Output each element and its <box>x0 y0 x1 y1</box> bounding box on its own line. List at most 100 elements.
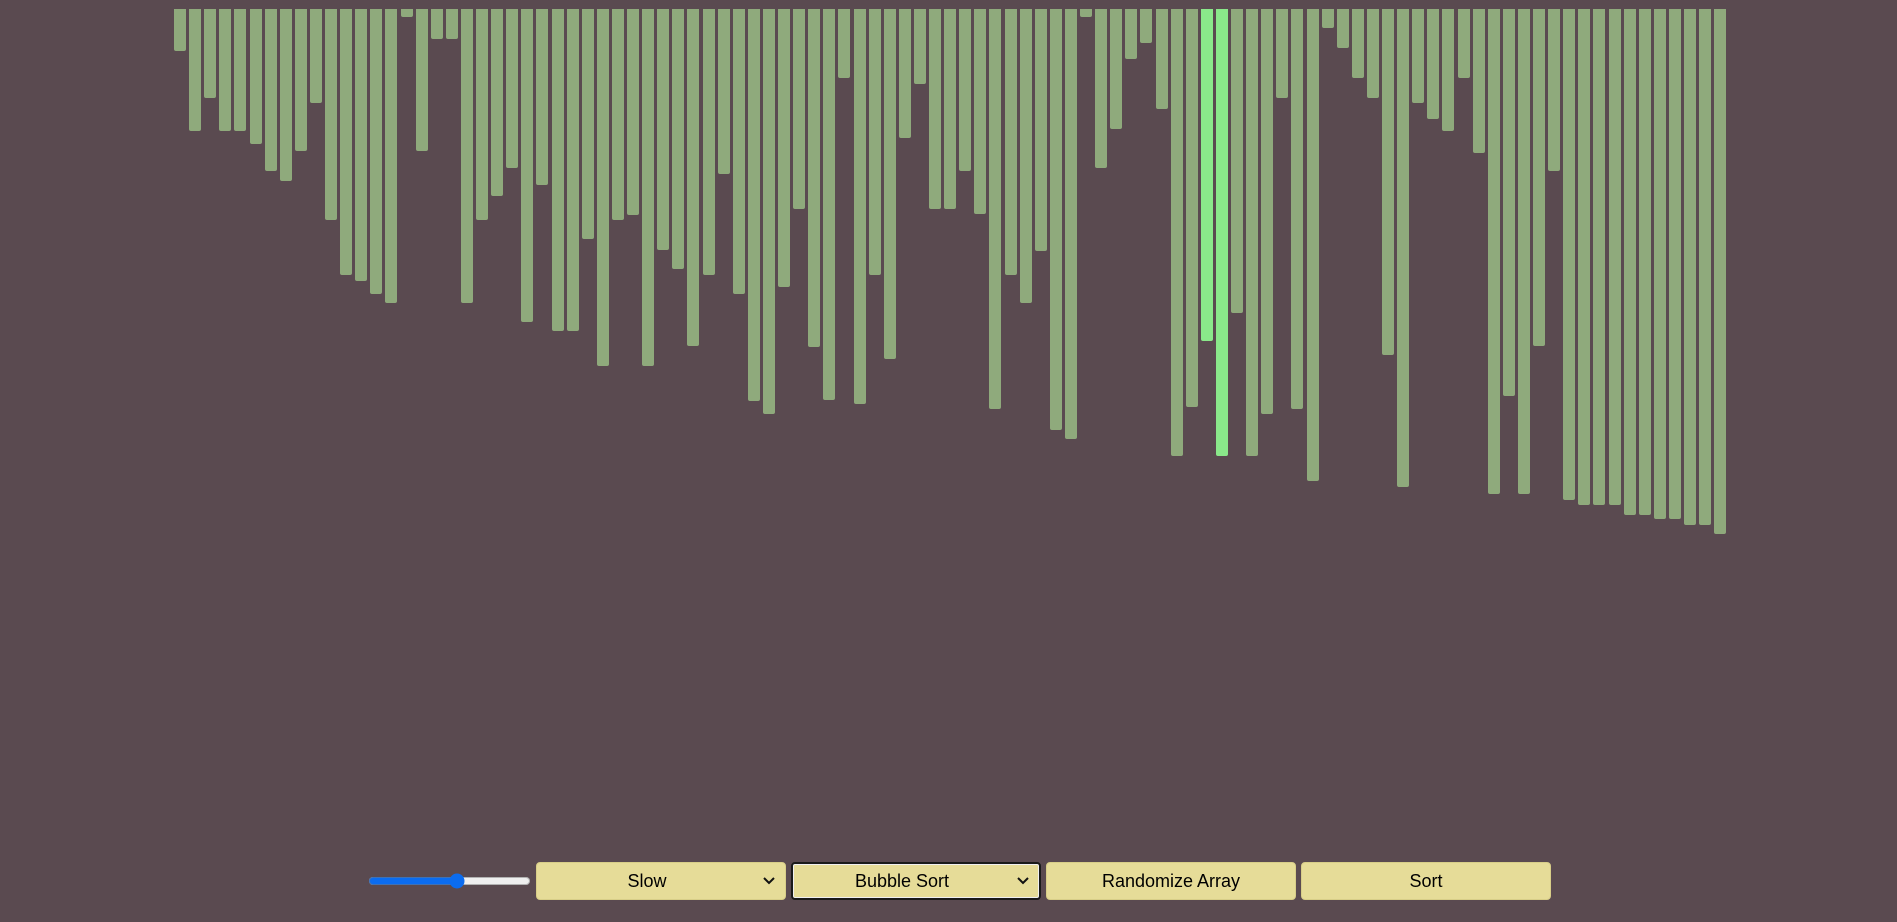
array-bar <box>1563 9 1576 500</box>
array-bar <box>1049 9 1062 430</box>
speed-select-value: Slow <box>627 870 667 891</box>
array-bar <box>355 9 368 282</box>
array-bar <box>1382 9 1394 355</box>
array-bar <box>732 9 745 295</box>
array-bar <box>1366 9 1379 99</box>
array-bar <box>340 9 353 276</box>
chevron-down-icon <box>757 869 781 893</box>
array-bar <box>929 9 941 210</box>
array-bar <box>279 9 292 181</box>
array-bar <box>611 9 624 220</box>
array-bar <box>1140 9 1153 43</box>
array-bar <box>657 9 670 250</box>
array-bar <box>264 9 277 172</box>
array-bar <box>1638 9 1651 515</box>
array-bar <box>1215 9 1228 457</box>
array-bar <box>1653 9 1666 519</box>
array-bar <box>309 9 322 104</box>
array-bar <box>581 9 594 240</box>
array-bar <box>1064 9 1077 440</box>
array-bar <box>747 9 760 402</box>
array-bar <box>596 9 609 367</box>
array-bar <box>717 9 730 175</box>
array-bar <box>1472 9 1485 154</box>
array-bar <box>687 9 700 347</box>
array-bar <box>1502 9 1515 396</box>
array-bar <box>249 9 262 144</box>
array-bar <box>1533 9 1545 347</box>
randomize-array-label: Randomize Array <box>1101 870 1241 891</box>
array-bar <box>219 9 232 131</box>
array-bar <box>672 9 685 269</box>
array-bar <box>400 9 413 18</box>
array-bar <box>1261 9 1274 414</box>
array-bar <box>551 9 564 332</box>
array-bar <box>974 9 987 214</box>
array-bar <box>853 9 866 405</box>
array-bar <box>1125 9 1138 59</box>
array-bar <box>1185 9 1198 407</box>
array-bar <box>1306 9 1319 481</box>
array-bar <box>823 9 836 401</box>
speed-select[interactable]: Slow <box>536 862 786 900</box>
array-bar <box>778 9 790 287</box>
chevron-down-icon <box>1011 869 1035 893</box>
array-bar <box>1517 9 1530 495</box>
array-bar <box>762 9 775 414</box>
array-bar <box>445 9 458 39</box>
array-bar <box>808 9 821 348</box>
array-bar <box>415 9 428 152</box>
array-bar <box>1548 9 1561 172</box>
array-bar <box>1004 9 1017 276</box>
array-bar <box>1231 9 1243 314</box>
array-bar <box>460 9 473 303</box>
array-bar <box>642 9 655 367</box>
array-bar <box>868 9 881 276</box>
array-bar <box>1080 9 1092 18</box>
array-bar <box>385 9 398 303</box>
randomize-array-button[interactable]: Randomize Array <box>1046 862 1296 900</box>
array-bar <box>566 9 579 332</box>
array-bar <box>1427 9 1440 120</box>
array-bar <box>1699 9 1712 526</box>
array-bar <box>370 9 383 295</box>
array-bar <box>234 9 247 131</box>
array-bar <box>1095 9 1108 168</box>
algorithm-select[interactable]: Bubble Sort <box>791 862 1041 900</box>
array-bar <box>883 9 896 359</box>
array-bar <box>959 9 972 172</box>
array-bar <box>204 9 217 99</box>
array-bar <box>476 9 488 220</box>
array-bar <box>944 9 957 210</box>
array-bar <box>430 9 443 39</box>
array-bar <box>627 9 639 215</box>
algorithm-select-value: Bubble Sort <box>854 870 950 891</box>
array-bar <box>1684 9 1696 526</box>
array-bar <box>536 9 549 185</box>
array-bar <box>491 9 504 196</box>
array-bar <box>1578 9 1591 506</box>
array-bar <box>1276 9 1289 99</box>
array-bar <box>1336 9 1349 49</box>
array-bar <box>1170 9 1183 457</box>
array-bar <box>1623 9 1636 515</box>
speed-slider[interactable] <box>368 867 531 895</box>
array-bar <box>189 9 202 131</box>
array-bar <box>1291 9 1304 409</box>
sort-button[interactable]: Sort <box>1301 862 1551 900</box>
array-bar <box>1442 9 1455 131</box>
array-bar <box>702 9 715 276</box>
sort-label: Sort <box>1409 870 1443 891</box>
array-bar <box>1034 9 1047 251</box>
array-bar <box>521 9 534 322</box>
array-bar <box>1110 9 1123 129</box>
array-bar <box>1487 9 1500 495</box>
array-bar <box>325 9 337 220</box>
array-bar <box>1351 9 1364 78</box>
array-bar <box>1714 9 1727 534</box>
array-bar <box>793 9 806 210</box>
array-bar <box>1321 9 1334 29</box>
array-bar <box>1457 9 1470 78</box>
array-bar <box>913 9 926 85</box>
array-bar <box>174 9 186 52</box>
